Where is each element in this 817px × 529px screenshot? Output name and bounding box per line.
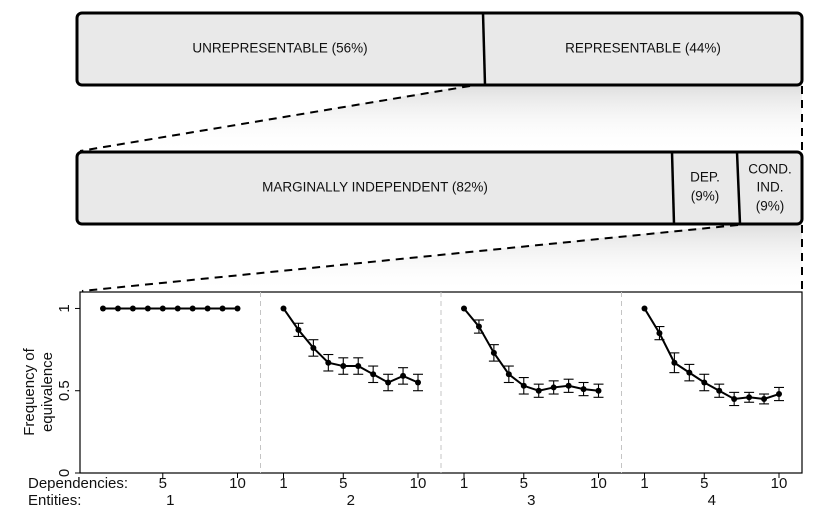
data-point	[535, 387, 542, 394]
data-point	[114, 305, 121, 312]
data-point	[701, 379, 708, 386]
y-axis-title-line2: equivalence	[39, 352, 56, 432]
middle-bar-divider-2	[735, 151, 742, 225]
data-point	[310, 344, 317, 351]
data-point	[520, 382, 527, 389]
x-tick-label: 10	[771, 475, 788, 492]
series-line-entities-2	[282, 307, 419, 384]
x-tick-label: 10	[410, 475, 427, 492]
data-point	[671, 359, 678, 366]
facet-label-entities: 1	[166, 492, 174, 509]
data-point	[746, 394, 753, 401]
data-point	[189, 305, 196, 312]
data-point	[641, 305, 648, 312]
data-point	[100, 305, 106, 312]
data-point	[370, 371, 377, 378]
top-bar-segment-unrepresentable: UNREPRESENTABLE (56%)	[192, 41, 367, 56]
x-tick-label: 5	[520, 475, 528, 492]
x-tick-label: 1	[460, 475, 468, 492]
data-point	[174, 305, 181, 312]
data-point	[595, 387, 602, 394]
data-point	[325, 359, 332, 366]
data-point	[580, 386, 587, 393]
data-point	[415, 379, 421, 386]
facet-label-entities: 3	[527, 492, 535, 509]
series-line-entities-4	[643, 307, 780, 400]
data-point	[475, 323, 482, 330]
middle-bar-segment-dep-line1: DEP.	[690, 170, 720, 185]
x-tick-label: 5	[159, 475, 167, 492]
data-point	[234, 305, 241, 312]
connector-left-bottom	[81, 224, 739, 292]
x-tick-label: 1	[640, 475, 648, 492]
projection-fade-top	[78, 85, 802, 152]
series-line-entities-3	[463, 307, 599, 392]
x-row-label: Dependencies:	[28, 475, 128, 492]
y-axis-title-line1: Frequency of	[21, 347, 38, 435]
data-point	[159, 305, 166, 312]
x-tick-label: 10	[229, 475, 246, 492]
data-point	[295, 326, 302, 333]
x-tick-label: 1	[279, 475, 287, 492]
middle-bar-segment-cond-ind-line3: (9%)	[756, 199, 785, 214]
middle-bar-segment-cond-ind-line2: IND.	[757, 180, 784, 195]
top-bar-segment-representable: REPRESENTABLE (44%)	[565, 41, 721, 56]
data-point	[340, 363, 347, 370]
top-bar: UNREPRESENTABLE (56%) REPRESENTABLE (44%…	[75, 11, 804, 87]
y-tick-label: 0	[56, 469, 73, 477]
middle-bar: MARGINALLY INDEPENDENT (82%) DEP. (9%) C…	[75, 150, 804, 226]
data-point	[761, 395, 768, 402]
x-tick-label: 5	[339, 475, 347, 492]
data-point	[550, 384, 557, 391]
data-point	[144, 305, 151, 312]
data-point	[129, 305, 136, 312]
connector-left-top	[79, 85, 471, 152]
data-point	[565, 382, 572, 389]
data-point	[716, 387, 723, 394]
facet-row-label: Entities:	[28, 492, 81, 509]
data-point	[400, 372, 407, 379]
data-point	[686, 369, 693, 376]
top-bar-divider	[481, 12, 487, 86]
data-point	[355, 363, 362, 370]
data-point	[219, 305, 226, 312]
middle-bar-segment-marginally-independent: MARGINALLY INDEPENDENT (82%)	[262, 180, 488, 195]
data-point	[461, 305, 467, 312]
middle-bar-segment-dep-line2: (9%)	[691, 189, 720, 204]
data-point	[505, 371, 512, 378]
data-point	[280, 305, 287, 312]
data-point	[731, 395, 738, 402]
facet-label-entities: 4	[708, 492, 716, 509]
middle-bar-box	[75, 150, 804, 226]
data-point	[490, 349, 497, 356]
data-point	[776, 391, 782, 398]
middle-bar-segment-cond-ind-line1: COND.	[748, 162, 792, 177]
data-point	[656, 330, 663, 337]
top-bar-box	[75, 11, 804, 87]
middle-bar-divider-1	[670, 151, 676, 225]
data-point	[204, 305, 211, 312]
x-tick-label: 5	[700, 475, 708, 492]
x-tick-label: 10	[590, 475, 607, 492]
projection-fade-bottom	[78, 224, 802, 292]
y-tick-label: 0.5	[56, 380, 73, 401]
data-point	[385, 379, 392, 386]
facet-label-entities: 2	[347, 492, 355, 509]
y-tick-label: 1	[56, 304, 73, 312]
